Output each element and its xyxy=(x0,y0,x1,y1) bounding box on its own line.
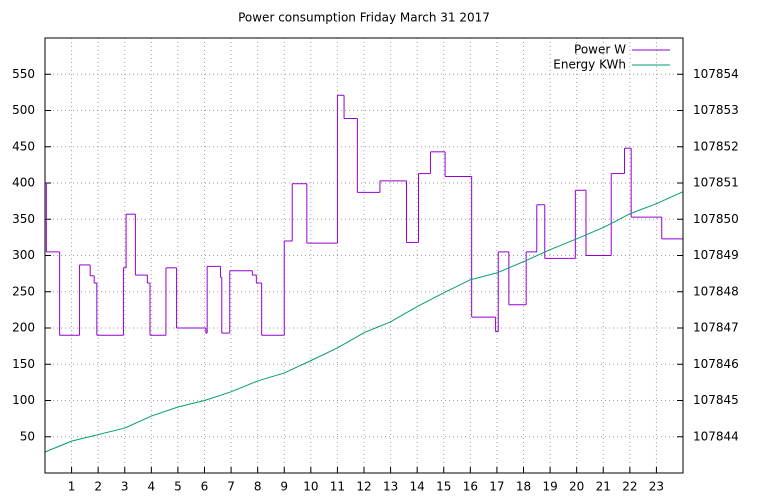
legend-label: Power W xyxy=(574,43,626,57)
x-tick-label: 3 xyxy=(121,480,129,494)
x-tick-label: 18 xyxy=(516,480,531,494)
x-tick-label: 1 xyxy=(68,480,76,494)
x-tick-label: 23 xyxy=(649,480,664,494)
y-tick-label: 350 xyxy=(12,212,35,226)
x-tick-label: 14 xyxy=(410,480,425,494)
x-tick-label: 10 xyxy=(303,480,318,494)
x-tick-label: 5 xyxy=(174,480,182,494)
x-tick-label: 2 xyxy=(94,480,102,494)
y2-tick-label: 107849 xyxy=(693,248,739,262)
x-tick-label: 22 xyxy=(622,480,637,494)
x-tick-label: 15 xyxy=(436,480,451,494)
y-tick-label: 50 xyxy=(20,429,35,443)
x-tick-label: 6 xyxy=(201,480,209,494)
y-tick-label: 250 xyxy=(12,284,35,298)
y-tick-label: 200 xyxy=(12,321,35,335)
x-tick-label: 19 xyxy=(542,480,557,494)
x-tick-label: 4 xyxy=(148,480,156,494)
y2-tick-label: 107844 xyxy=(693,429,739,443)
y-tick-label: 500 xyxy=(12,103,35,117)
legend-label: Energy KWh xyxy=(553,58,626,72)
x-tick-label: 13 xyxy=(383,480,398,494)
y2-tick-label: 107852 xyxy=(693,139,739,153)
plot-frame xyxy=(44,37,684,474)
y2-tick-label: 107848 xyxy=(693,284,739,298)
y-tick-label: 550 xyxy=(12,67,35,81)
y2-tick-label: 107846 xyxy=(693,357,739,371)
y-tick-label: 400 xyxy=(12,176,35,190)
y2-tick-label: 107851 xyxy=(693,176,739,190)
y2-tick-label: 107853 xyxy=(693,103,739,117)
x-tick-label: 21 xyxy=(596,480,611,494)
y2-tick-label: 107845 xyxy=(693,393,739,407)
x-tick-label: 17 xyxy=(489,480,504,494)
y-tick-label: 300 xyxy=(12,248,35,262)
y2-tick-label: 107854 xyxy=(693,67,739,81)
x-tick-label: 9 xyxy=(280,480,288,494)
x-tick-label: 8 xyxy=(254,480,262,494)
series-line xyxy=(44,191,684,453)
y2-tick-label: 107850 xyxy=(693,212,739,226)
x-tick-label: 11 xyxy=(330,480,345,494)
x-tick-label: 16 xyxy=(463,480,478,494)
y-tick-label: 450 xyxy=(12,139,35,153)
chart-title: Power consumption Friday March 31 2017 xyxy=(238,11,490,25)
y2-tick-label: 107847 xyxy=(693,321,739,335)
y-tick-label: 100 xyxy=(12,393,35,407)
x-tick-label: 20 xyxy=(569,480,584,494)
x-tick-label: 12 xyxy=(356,480,371,494)
x-tick-label: 7 xyxy=(227,480,235,494)
y-tick-label: 150 xyxy=(12,357,35,371)
